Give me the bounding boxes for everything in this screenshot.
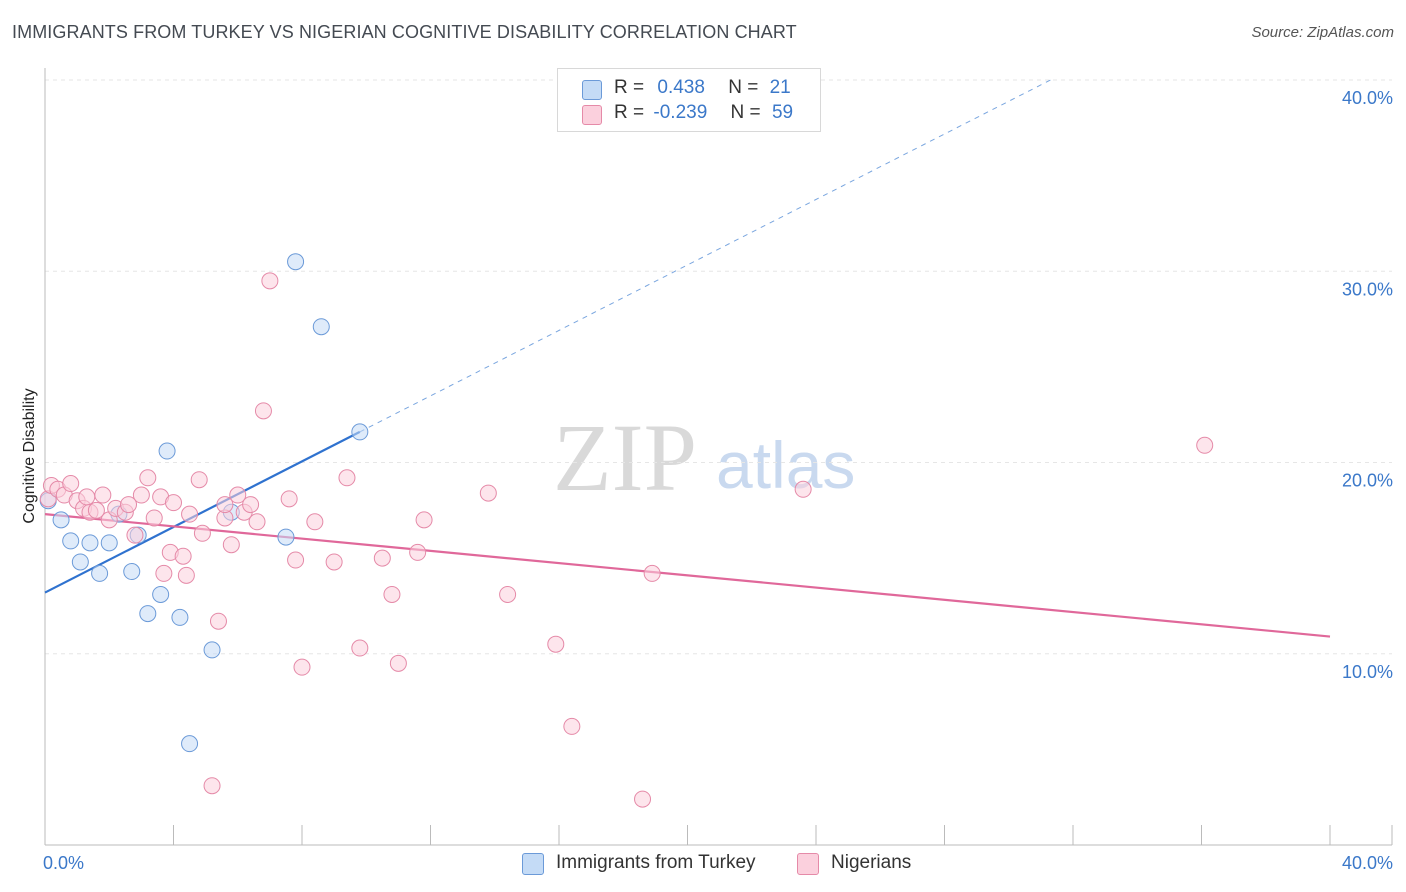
point-turkey <box>158 442 176 460</box>
point-nigerians <box>120 496 138 514</box>
bottom-legend-swatch-turkey <box>522 853 544 875</box>
watermark-zip: ZIP <box>553 404 697 511</box>
chart-title: IMMIGRANTS FROM TURKEY VS NIGERIAN COGNI… <box>12 22 797 42</box>
point-nigerians <box>203 777 221 795</box>
point-nigerians <box>193 524 211 542</box>
point-turkey <box>123 563 141 581</box>
point-turkey <box>277 528 295 546</box>
point-turkey <box>181 735 199 753</box>
legend-swatch-nigerians <box>582 105 602 125</box>
x-tick-label: 0.0% <box>43 853 84 873</box>
point-nigerians <box>78 488 96 506</box>
legend-text-nigerians: R = -0.239 N = 59 <box>614 102 793 124</box>
legend-text-turkey: R = 0.438 N = 21 <box>614 77 791 99</box>
point-nigerians <box>94 486 112 504</box>
point-nigerians <box>248 513 266 531</box>
point-turkey <box>152 585 170 603</box>
point-nigerians <box>389 654 407 672</box>
x-tick-label: 40.0% <box>1342 853 1393 873</box>
point-nigerians <box>181 505 199 523</box>
point-nigerians <box>174 547 192 565</box>
point-nigerians <box>415 511 433 529</box>
correlation-legend: R = 0.438 N = 21 R = -0.239 N = 59 <box>557 68 821 132</box>
point-nigerians <box>280 490 298 508</box>
point-turkey <box>139 605 157 623</box>
point-turkey <box>287 253 305 271</box>
point-nigerians <box>261 272 279 290</box>
point-nigerians <box>563 717 581 735</box>
trend-extension-turkey <box>359 79 1051 433</box>
point-nigerians <box>293 658 311 676</box>
point-nigerians <box>216 496 234 514</box>
legend-n-value: 21 <box>769 77 791 98</box>
data-points <box>39 253 1214 808</box>
bottom-legend-label-nigerians: Nigerians <box>831 852 912 873</box>
point-turkey <box>100 534 118 552</box>
point-nigerians <box>209 612 227 630</box>
point-nigerians <box>479 484 497 502</box>
y-tick-label: 10.0% <box>1342 662 1393 682</box>
source-label: Source: ZipAtlas.com <box>1251 24 1394 41</box>
grid-lines <box>45 79 1392 655</box>
legend-r-value: 0.438 <box>657 77 705 98</box>
point-nigerians <box>132 486 150 504</box>
point-nigerians <box>547 635 565 653</box>
legend-n-label: N = <box>730 102 761 123</box>
legend-n-value: 59 <box>771 102 794 123</box>
point-turkey <box>71 553 89 571</box>
axes <box>44 68 1393 846</box>
point-nigerians <box>242 496 260 514</box>
point-nigerians <box>62 475 80 493</box>
point-nigerians <box>87 501 105 519</box>
point-nigerians <box>306 513 324 531</box>
y-tick-label: 20.0% <box>1342 471 1393 491</box>
point-nigerians <box>126 526 144 544</box>
watermark-atlas: atlas <box>716 428 855 502</box>
point-nigerians <box>254 402 272 420</box>
trend-lines <box>44 79 1331 638</box>
legend-r-label: R = <box>614 102 645 123</box>
point-turkey <box>81 534 99 552</box>
point-nigerians <box>634 790 652 808</box>
point-nigerians <box>177 566 195 584</box>
bottom-legend-swatch-nigerians <box>797 853 819 875</box>
point-nigerians <box>1196 436 1214 454</box>
point-nigerians <box>287 551 305 569</box>
point-nigerians <box>499 585 517 603</box>
point-nigerians <box>351 639 369 657</box>
point-turkey <box>91 564 109 582</box>
point-nigerians <box>222 536 240 554</box>
point-nigerians <box>325 553 343 571</box>
legend-n-label: N = <box>728 77 759 98</box>
point-nigerians <box>145 509 163 527</box>
point-nigerians <box>139 469 157 487</box>
legend-swatch-turkey <box>582 80 602 100</box>
point-nigerians <box>190 471 208 489</box>
point-nigerians <box>155 564 173 582</box>
trend-line-nigerians <box>44 513 1331 638</box>
point-nigerians <box>229 486 247 504</box>
point-nigerians <box>373 549 391 567</box>
point-nigerians <box>338 469 356 487</box>
y-axis-title: Cognitive Disability <box>21 388 38 523</box>
point-nigerians <box>794 480 812 498</box>
point-nigerians <box>165 494 182 512</box>
legend-r-label: R = <box>614 77 645 98</box>
point-nigerians <box>409 543 427 561</box>
point-turkey <box>171 608 189 626</box>
bottom-legend-label-turkey: Immigrants from Turkey <box>556 852 756 873</box>
legend-r-value: -0.239 <box>653 102 708 123</box>
tick-labels: 10.0% 20.0% 30.0% 40.0% 0.0% 40.0% <box>43 88 1393 873</box>
watermark: ZIP atlas <box>553 404 855 511</box>
point-nigerians <box>643 564 661 582</box>
point-turkey <box>312 318 330 336</box>
point-turkey <box>203 641 221 659</box>
y-tick-label: 40.0% <box>1342 88 1393 108</box>
point-nigerians <box>383 585 401 603</box>
point-turkey <box>351 423 369 441</box>
point-turkey <box>62 532 80 550</box>
point-turkey <box>52 511 70 529</box>
y-tick-label: 30.0% <box>1342 279 1393 299</box>
